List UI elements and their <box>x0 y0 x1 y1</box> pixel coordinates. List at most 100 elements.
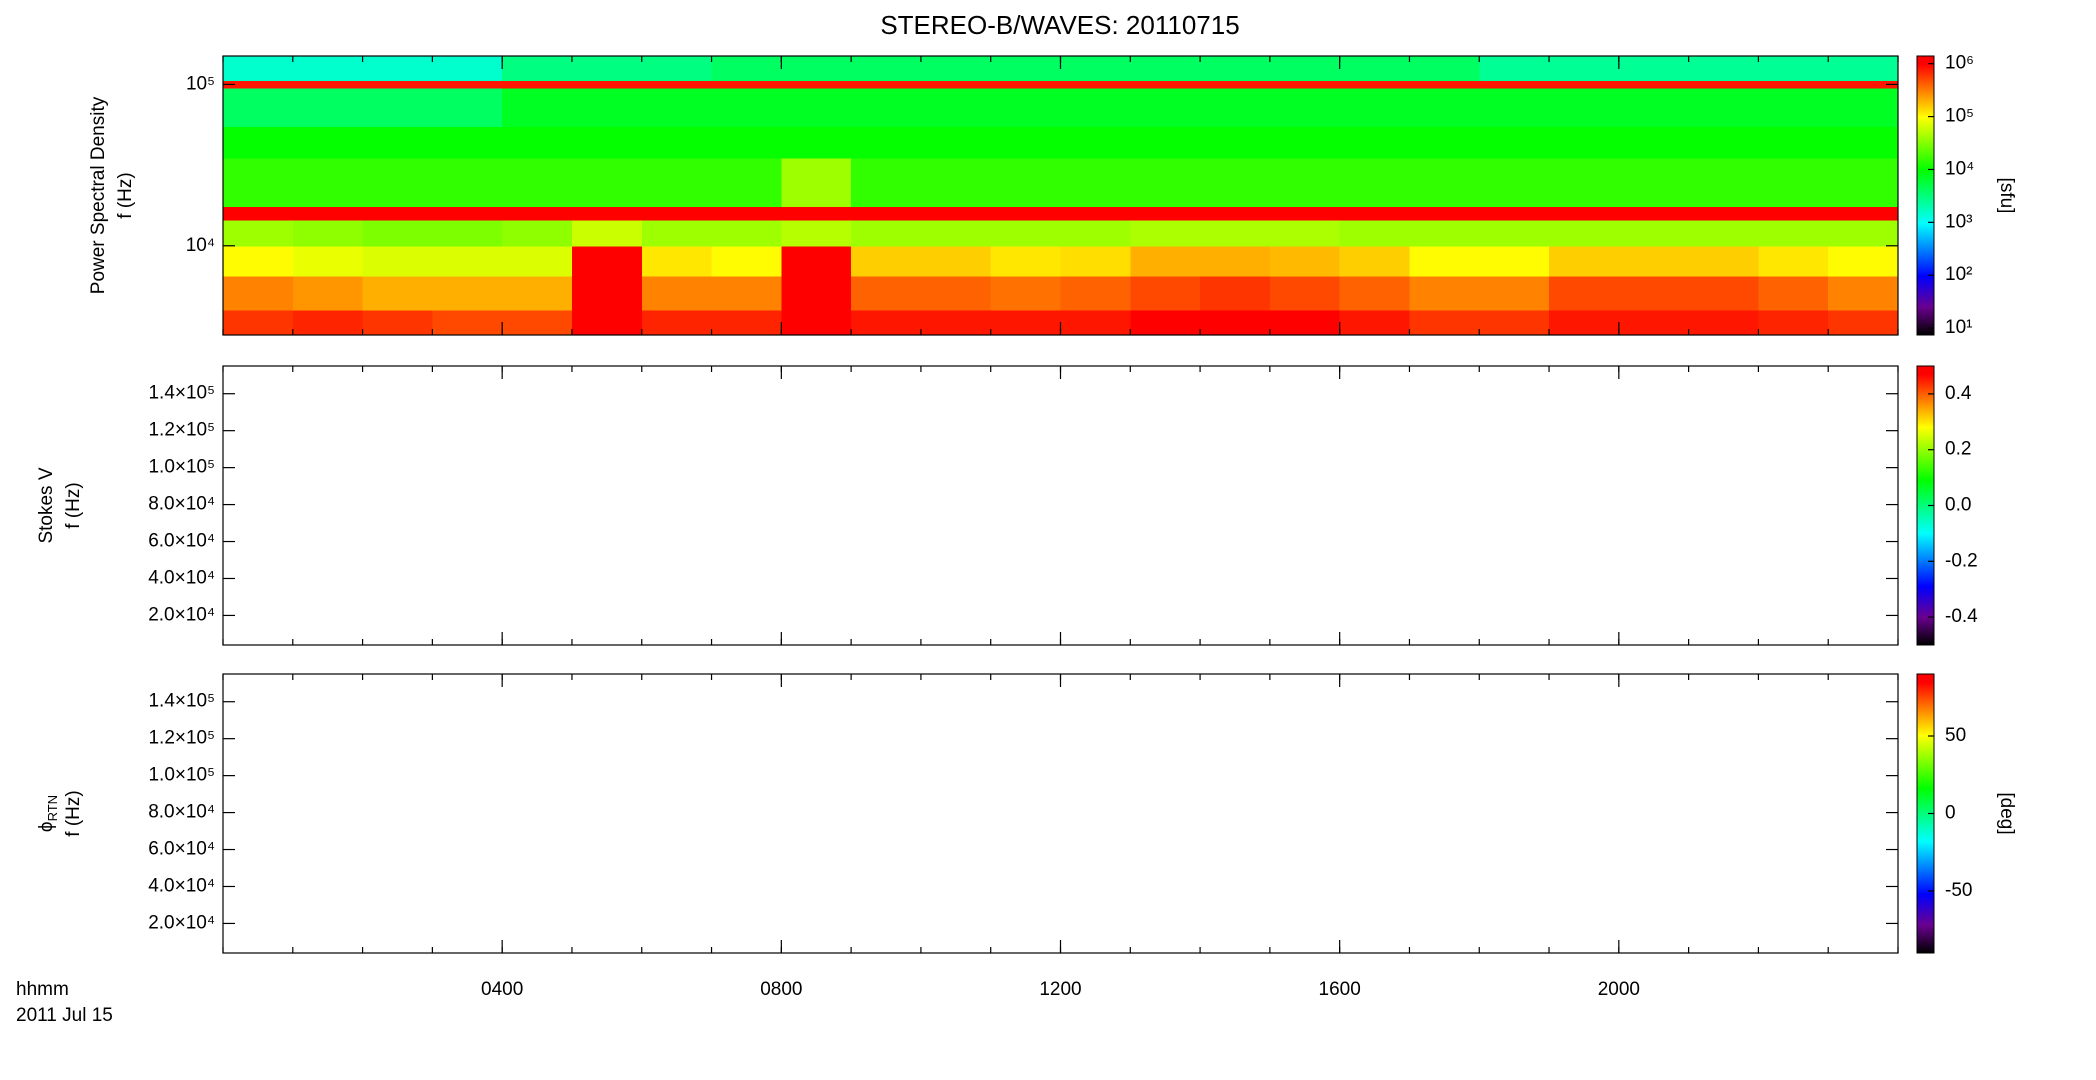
spectrogram-cell <box>990 88 1062 127</box>
spectrogram-cell <box>1409 245 1480 277</box>
spectrogram-cell <box>1688 80 1760 89</box>
spectrogram-cell <box>1130 310 1201 336</box>
spectrogram-cell <box>1828 206 1899 221</box>
spectrogram-cell <box>851 56 922 81</box>
spectrogram-cell <box>571 275 643 311</box>
spectrogram-cell <box>292 88 364 127</box>
spectrogram-cell <box>1618 126 1690 159</box>
spectrogram-cell <box>571 310 643 336</box>
spectrogram-cell <box>432 219 503 247</box>
spectrogram-cell <box>223 310 294 336</box>
y-tick-label: 8.0×10⁴ <box>148 802 215 823</box>
spectrogram-cell <box>1060 80 1131 89</box>
colorbar-label: [deg] <box>1996 792 2017 834</box>
spectrogram-cell <box>781 275 852 311</box>
spectrogram-cell <box>292 157 364 208</box>
spectrogram-cell <box>432 310 503 336</box>
spectrogram-cell <box>432 275 503 311</box>
spectrogram-cell <box>1479 80 1550 89</box>
colorbar-tick-label: 10¹ <box>1945 317 1972 338</box>
y-axis-label: f (Hz) <box>63 790 84 836</box>
spectrogram-cell <box>1060 310 1131 336</box>
y-tick-label: 2.0×10⁴ <box>148 604 215 625</box>
spectrogram-cell <box>362 126 433 159</box>
spectrogram-cell <box>1130 245 1201 277</box>
spectrogram-cell <box>1758 126 1829 159</box>
spectrogram-cell <box>781 80 852 89</box>
spectrogram-cell <box>1130 157 1201 208</box>
spectrogram-cell <box>432 126 503 159</box>
y-axis-label: f (Hz) <box>63 482 84 528</box>
spectrogram-cell <box>223 157 294 208</box>
spectrogram-cell <box>1479 245 1550 277</box>
spectrogram-cell <box>1479 275 1550 311</box>
colorbar-tick-label: -0.2 <box>1945 550 1978 571</box>
spectrogram-cell <box>851 310 922 336</box>
colorbar-tick-label: 50 <box>1945 725 1966 746</box>
spectrogram-cell <box>1269 56 1341 81</box>
spectrogram-cell <box>711 219 782 247</box>
spectrogram-cell <box>1618 206 1690 221</box>
spectrogram-cell <box>711 56 782 81</box>
spectrogram-cell <box>990 56 1062 81</box>
spectrogram-cell <box>502 219 573 247</box>
spectrogram-cell <box>1200 80 1271 89</box>
y-axis-label-subscript: RTN <box>45 795 60 821</box>
spectrogram-cell <box>1200 219 1271 247</box>
spectrogram-cell <box>851 126 922 159</box>
spectrogram-cell <box>1409 275 1480 311</box>
spectrogram-cell <box>223 275 294 311</box>
spectrogram-cell <box>223 245 294 277</box>
colorbar-tick-label: 0.0 <box>1945 495 1971 516</box>
spectrogram-cell <box>1618 245 1690 277</box>
spectrogram-cell <box>781 126 852 159</box>
spectrogram-cell <box>781 245 852 277</box>
spectrogram-cell <box>1688 88 1760 127</box>
spectrogram-cell <box>1130 80 1201 89</box>
spectrogram-cell <box>1269 88 1341 127</box>
spectrogram-cell <box>1479 157 1550 208</box>
spectrogram-cell <box>292 80 364 89</box>
spectrogram-cell <box>432 56 503 81</box>
spectrogram-cell <box>432 88 503 127</box>
spectrogram-cell <box>1339 157 1411 208</box>
spectrogram-cell <box>1549 219 1620 247</box>
spectrogram-cell <box>1130 275 1201 311</box>
spectrogram-cell <box>362 56 433 81</box>
spectrogram-cell <box>641 80 713 89</box>
spectrogram-cell <box>641 245 713 277</box>
spectrogram-cell <box>1060 275 1131 311</box>
spectrogram-cell <box>571 80 643 89</box>
spectrogram-cell <box>292 206 364 221</box>
spectrogram-cell <box>292 219 364 247</box>
colorbar-tick-label: -50 <box>1945 880 1972 901</box>
spectrogram-cell <box>223 80 294 89</box>
spectrogram-cell <box>920 157 992 208</box>
spectrogram-cell <box>1549 56 1620 81</box>
spectrogram-cell <box>641 219 713 247</box>
spectrogram-cell <box>1200 310 1271 336</box>
spectrogram-cell <box>1200 157 1271 208</box>
spectrogram-cell <box>362 157 433 208</box>
spectrogram-cell <box>1549 275 1620 311</box>
spectrogram-cell <box>1549 157 1620 208</box>
spectrogram-cell <box>362 88 433 127</box>
spectrogram-cell <box>641 157 713 208</box>
spectrogram-cell <box>1269 310 1341 336</box>
spectrogram-cell <box>502 80 573 89</box>
spectrogram-cell <box>1339 275 1411 311</box>
spectrogram-cell <box>1618 88 1690 127</box>
spectrogram-cell <box>641 56 713 81</box>
spectrogram-cell <box>362 80 433 89</box>
spectrogram-cell <box>1200 245 1271 277</box>
spectrogram-cell <box>571 219 643 247</box>
spectrogram-cell <box>1269 157 1341 208</box>
y-tick-label: 1.2×10⁵ <box>148 420 215 441</box>
spectrogram-cell <box>1549 206 1620 221</box>
spectrogram-cell <box>362 275 433 311</box>
spectrogram-cell <box>1269 275 1341 311</box>
spectrogram-cell <box>1200 206 1271 221</box>
spectrogram-cell <box>223 219 294 247</box>
spectrogram-cell <box>1828 245 1899 277</box>
